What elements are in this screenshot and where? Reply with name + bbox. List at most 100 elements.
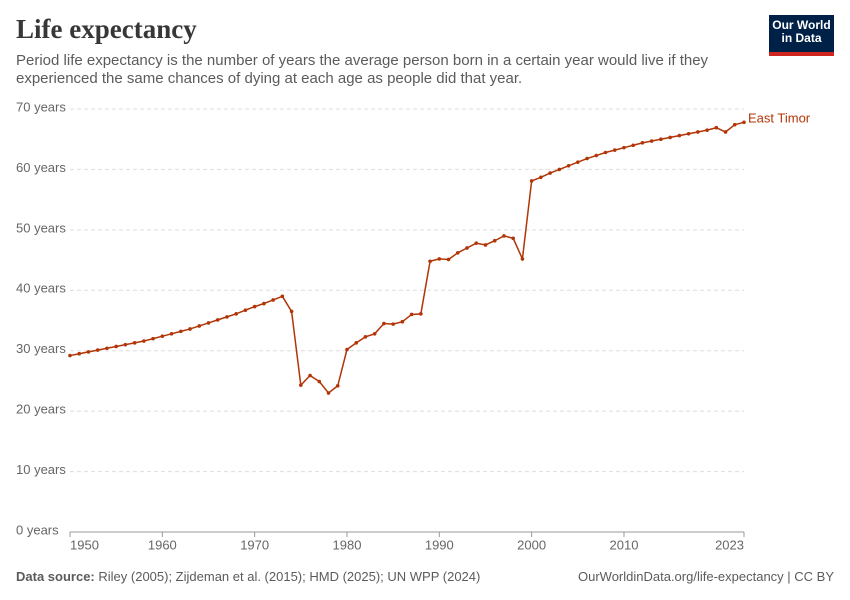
point — [132, 341, 137, 345]
point — [502, 234, 506, 238]
point — [603, 150, 608, 155]
point — [492, 238, 497, 243]
point — [262, 301, 266, 306]
point — [206, 321, 211, 325]
point — [686, 131, 691, 136]
point — [335, 383, 340, 388]
point — [151, 336, 155, 341]
point — [160, 334, 165, 339]
y-tick-label: 40 years — [16, 281, 66, 296]
point — [548, 171, 552, 175]
y-tick-label: 20 years — [16, 402, 66, 417]
point — [446, 257, 451, 262]
line — [69, 121, 745, 395]
point — [419, 312, 423, 316]
source: Riley (2005); Zijdeman et al. (2015); HM… — [98, 569, 481, 584]
point — [197, 324, 202, 328]
point — [659, 137, 663, 142]
x-tick-label: 1960 — [148, 537, 177, 552]
point — [354, 341, 359, 345]
point — [326, 391, 331, 395]
logo[interactable]: Our World in Data — [769, 15, 834, 56]
point — [391, 322, 395, 326]
point — [178, 329, 183, 334]
logo-line: in Data — [781, 31, 822, 45]
y-tick-label: 0 years — [16, 522, 59, 537]
point — [520, 257, 525, 261]
point — [243, 308, 248, 313]
point — [474, 241, 479, 245]
point — [382, 321, 386, 326]
point — [640, 141, 645, 145]
point — [585, 156, 589, 161]
point — [428, 259, 432, 264]
point — [317, 379, 322, 384]
chart-subtitle: Period life expectancy is the number of … — [16, 52, 709, 87]
point — [631, 143, 636, 148]
point — [668, 135, 672, 140]
y-tick-label: 60 years — [16, 160, 66, 175]
point — [345, 347, 349, 352]
chart-title: Life expectancy — [16, 14, 197, 44]
y-tick-label: 10 years — [16, 462, 66, 477]
point — [142, 339, 146, 343]
point — [566, 164, 571, 168]
point — [123, 342, 128, 347]
point — [252, 304, 257, 309]
point — [557, 167, 562, 172]
y-tick-label: 30 years — [16, 341, 66, 356]
point — [105, 346, 109, 351]
point — [465, 246, 469, 250]
point — [705, 128, 709, 132]
point — [612, 148, 617, 152]
source-label: Data source: — [16, 569, 95, 584]
point — [455, 251, 460, 255]
point — [215, 318, 220, 322]
point — [594, 153, 599, 158]
source-note: Data source: Riley (2005); Zijdeman et a… — [16, 569, 480, 584]
point — [714, 125, 719, 130]
point — [400, 319, 405, 324]
point — [723, 130, 728, 134]
point — [372, 331, 377, 336]
x-tick-label: 2000 — [517, 537, 546, 552]
point — [114, 344, 118, 349]
x-tick-label: 1950 — [70, 537, 99, 552]
x-tick-label: 1980 — [333, 537, 362, 552]
point — [225, 315, 229, 319]
point — [234, 312, 238, 316]
point — [188, 327, 192, 331]
point — [95, 348, 100, 352]
point — [68, 353, 72, 358]
point — [308, 373, 312, 378]
series-label: East Timor — [748, 111, 811, 126]
point — [539, 175, 543, 180]
point — [280, 294, 285, 299]
point — [409, 312, 414, 317]
point — [696, 130, 700, 134]
x-tick-label: 1970 — [240, 537, 269, 552]
point — [677, 133, 682, 138]
y-tick-label: 50 years — [16, 220, 66, 235]
point — [271, 298, 275, 302]
point — [511, 236, 515, 241]
point — [732, 122, 737, 127]
point — [437, 257, 442, 261]
point — [77, 351, 82, 356]
point — [622, 145, 626, 150]
point — [576, 160, 580, 164]
source-link[interactable]: OurWorldinData.org/life-expectancy | CC … — [577, 569, 834, 584]
point — [289, 309, 294, 314]
x-tick-label: 2010 — [610, 537, 639, 552]
point — [363, 335, 368, 339]
x-tick-label: 1990 — [425, 537, 454, 552]
logo-line: Our World — [772, 18, 831, 32]
point — [649, 139, 654, 143]
point — [529, 179, 534, 183]
point — [742, 120, 746, 125]
x-tick-label: 2023 — [715, 537, 744, 552]
point — [299, 383, 303, 387]
point — [86, 350, 91, 354]
